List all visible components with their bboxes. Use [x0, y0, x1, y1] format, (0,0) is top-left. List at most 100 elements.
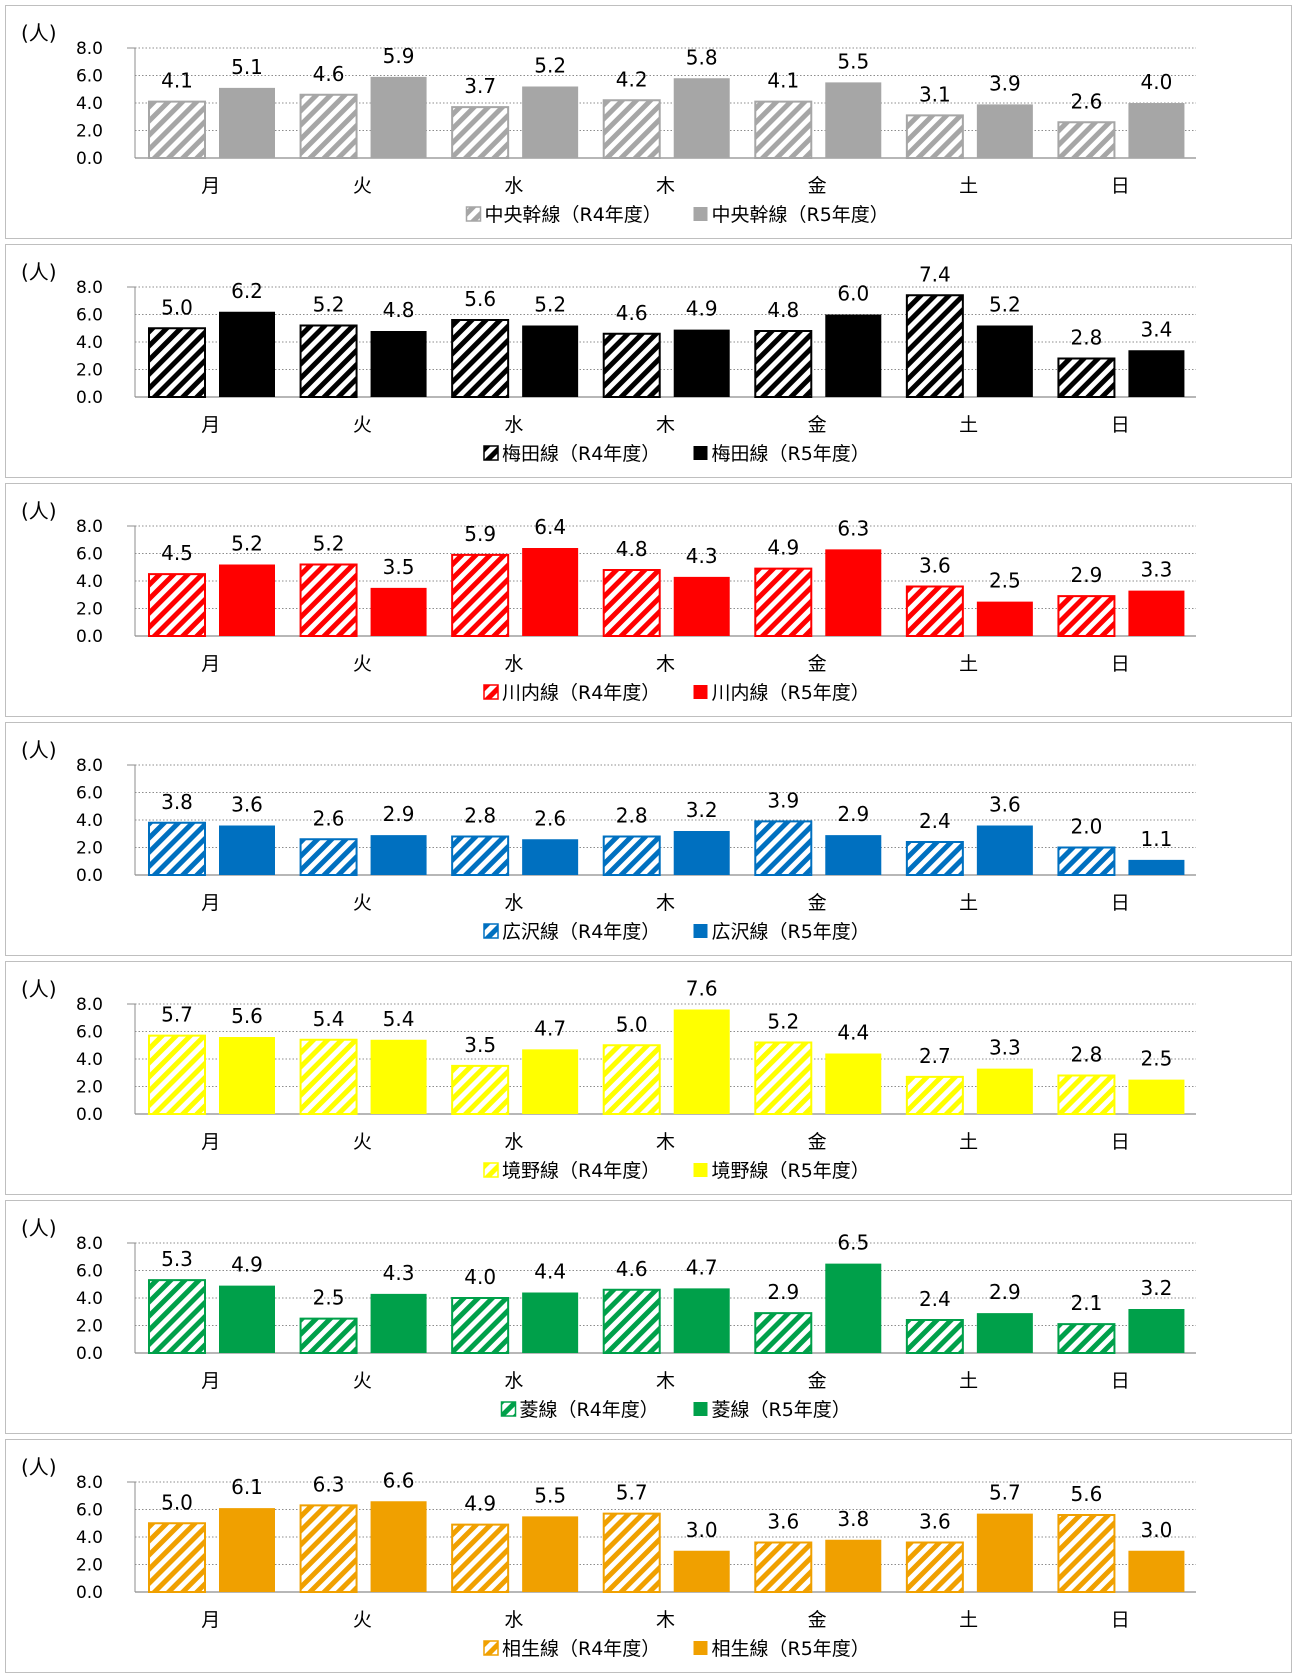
bar-r5	[219, 1285, 275, 1353]
y-unit-label: (人)	[21, 499, 57, 523]
data-label: 2.9	[989, 1280, 1021, 1304]
bar-r5	[673, 576, 730, 636]
data-label: 6.1	[231, 1475, 263, 1499]
data-label: 6.4	[534, 515, 566, 539]
bar-r5	[825, 82, 882, 158]
bar-r4	[1057, 1074, 1116, 1115]
bar-r5	[522, 1049, 579, 1114]
bar-r5	[370, 1039, 427, 1114]
data-label: 3.2	[686, 798, 718, 822]
legend-swatch	[483, 923, 499, 939]
data-label: 4.4	[837, 1021, 869, 1045]
bar-r5	[976, 825, 1033, 875]
bar-r4	[299, 1317, 358, 1354]
data-label: 4.8	[383, 298, 415, 322]
data-label: 4.6	[313, 62, 345, 86]
y-unit-label: (人)	[21, 738, 57, 762]
legend-swatch	[693, 1641, 708, 1655]
data-label: 2.6	[313, 806, 345, 830]
data-label: 3.3	[989, 1036, 1021, 1060]
bar-r5	[673, 1009, 730, 1114]
bar-r4	[148, 327, 206, 398]
bar-r5	[673, 78, 730, 158]
bar-r4	[905, 1541, 964, 1593]
bar-r4	[451, 106, 510, 159]
x-tick-label: 水	[504, 175, 523, 197]
data-label: 4.3	[383, 1261, 415, 1285]
legend-label: 梅田線（R4年度）	[502, 443, 660, 465]
x-tick-label: 木	[656, 1609, 675, 1631]
chart-panel: (人) 0.0 2.0 4.0 6.0 8.0 5.7 5.4 3.5 5.0 5.2 2.7 2.8 5…	[5, 961, 1292, 1195]
bar-r4	[1057, 846, 1116, 876]
data-label: 5.2	[767, 1010, 799, 1034]
legend-label: 梅田線（R5年度）	[712, 443, 870, 465]
bar-r5	[976, 1313, 1033, 1353]
legend-swatch	[483, 1162, 499, 1178]
y-tick-label: 8.0	[76, 39, 103, 59]
y-tick-label: 2.0	[76, 122, 103, 142]
bar-r4	[148, 100, 206, 159]
x-tick-label: 水	[504, 1609, 523, 1631]
x-tick-label: 火	[353, 414, 372, 436]
legend-label: 境野線（R5年度）	[712, 1160, 870, 1182]
bar-r5	[370, 1501, 427, 1592]
data-label: 2.8	[464, 804, 496, 828]
bar-r4	[299, 1504, 358, 1593]
bar-r4	[754, 820, 813, 876]
data-label: 5.2	[534, 54, 566, 78]
x-tick-label: 火	[353, 653, 372, 675]
legend-swatch	[483, 1640, 499, 1656]
bar-chart: (人) 0.0 2.0 4.0 6.0 8.0 5.7 5.4 3.5 5.0 5.2 2.7 2.8 5…	[21, 977, 1196, 1182]
y-tick-label: 6.0	[76, 1023, 103, 1043]
data-label: 3.5	[383, 555, 415, 579]
bar-r4	[754, 330, 813, 398]
data-label: 5.0	[616, 1012, 648, 1036]
bar-r4	[451, 553, 510, 637]
x-tick-label: 火	[353, 1609, 372, 1631]
bar-r5	[825, 314, 882, 397]
y-unit-label: (人)	[21, 260, 57, 284]
x-tick-label: 火	[353, 1131, 372, 1153]
bar-r4	[754, 1312, 813, 1354]
x-tick-label: 月	[201, 1370, 220, 1392]
data-label: 7.4	[919, 262, 951, 286]
bar-r4	[299, 838, 358, 876]
x-tick-label: 日	[1111, 653, 1130, 675]
data-label: 2.5	[989, 569, 1021, 593]
bar-r4	[754, 1541, 813, 1593]
data-label: 5.7	[161, 1003, 193, 1027]
x-tick-label: 日	[1111, 414, 1130, 436]
bar-r5	[1128, 859, 1185, 875]
bar-r5	[673, 1550, 730, 1592]
y-tick-label: 6.0	[76, 784, 103, 804]
x-tick-label: 日	[1111, 1131, 1130, 1153]
data-label: 4.9	[231, 1253, 263, 1277]
bar-r4	[1057, 595, 1116, 637]
bar-r4	[602, 99, 661, 159]
bar-r5	[370, 835, 427, 875]
legend: 相生線（R4年度） 相生線（R5年度）	[483, 1638, 870, 1660]
data-label: 2.0	[1071, 815, 1103, 839]
y-tick-label: 0.0	[76, 866, 103, 886]
x-tick-label: 火	[353, 892, 372, 914]
y-tick-label: 2.0	[76, 1556, 103, 1576]
data-label: 6.3	[837, 516, 869, 540]
bar-r5	[522, 548, 579, 636]
y-tick-label: 4.0	[76, 1528, 103, 1548]
legend-label: 境野線（R4年度）	[502, 1160, 660, 1182]
data-label: 2.4	[919, 1287, 951, 1311]
bar-r5	[976, 1068, 1033, 1114]
data-label: 5.6	[1071, 1482, 1103, 1506]
data-label: 2.6	[534, 806, 566, 830]
data-label: 5.3	[161, 1247, 193, 1271]
legend-swatch	[693, 1402, 708, 1416]
data-label: 5.5	[534, 1483, 566, 1507]
x-tick-label: 金	[808, 175, 827, 197]
data-label: 5.9	[464, 522, 496, 546]
x-tick-label: 木	[656, 175, 675, 197]
data-label: 2.1	[1071, 1291, 1103, 1315]
bar-r4	[451, 319, 510, 398]
y-unit-label: (人)	[21, 1216, 57, 1240]
x-tick-label: 月	[201, 1131, 220, 1153]
